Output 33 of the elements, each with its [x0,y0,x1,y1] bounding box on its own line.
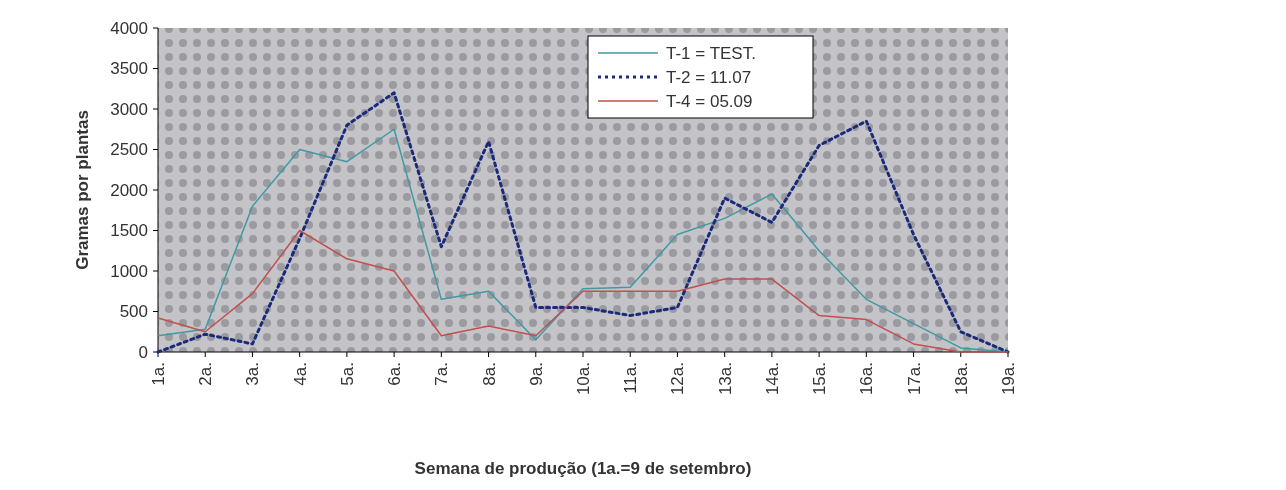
legend-label: T-1 = TEST. [666,43,756,63]
x-tick-label: 15a. [810,362,830,396]
legend-label: T-2 = 11.07 [666,67,752,87]
x-tick-label: 6a. [385,362,405,386]
y-tick-label: 0 [138,342,148,362]
x-tick-label: 10a. [574,362,593,396]
x-tick-label: 8a. [479,362,499,386]
x-tick-label: 2a. [196,362,216,386]
x-tick-label: 9a. [526,362,546,386]
x-tick-label: 1a. [149,362,168,386]
x-tick-label: 7a. [432,362,452,386]
y-tick-label: 2000 [110,180,148,200]
y-tick-label: 500 [119,302,148,322]
y-tick-label: 4000 [110,18,148,38]
x-tick-label: 13a. [715,362,735,396]
x-tick-label: 16a. [857,362,877,396]
x-tick-label: 5a. [337,362,357,386]
x-tick-label: 11a. [621,362,641,394]
x-tick-label: 14a. [762,362,782,396]
x-axis-title: Semana de produção (1a.=9 de setembro) [414,459,752,478]
y-tick-label: 3500 [110,59,148,79]
y-tick-label: 1000 [110,261,148,281]
x-tick-label: 18a. [951,362,971,396]
legend-label: T-4 = 05.09 [666,91,753,111]
y-tick-label: 3000 [110,99,148,119]
x-tick-label: 4a. [290,362,310,386]
x-tick-label: 19a. [999,362,1018,396]
y-tick-label: 2500 [110,140,148,160]
x-tick-label: 3a. [243,362,263,386]
x-tick-label: 12a. [668,362,688,396]
x-tick-label: 17a. [904,362,924,396]
y-axis-title: Gramas por plantas [73,110,92,270]
y-tick-label: 1500 [110,221,148,241]
